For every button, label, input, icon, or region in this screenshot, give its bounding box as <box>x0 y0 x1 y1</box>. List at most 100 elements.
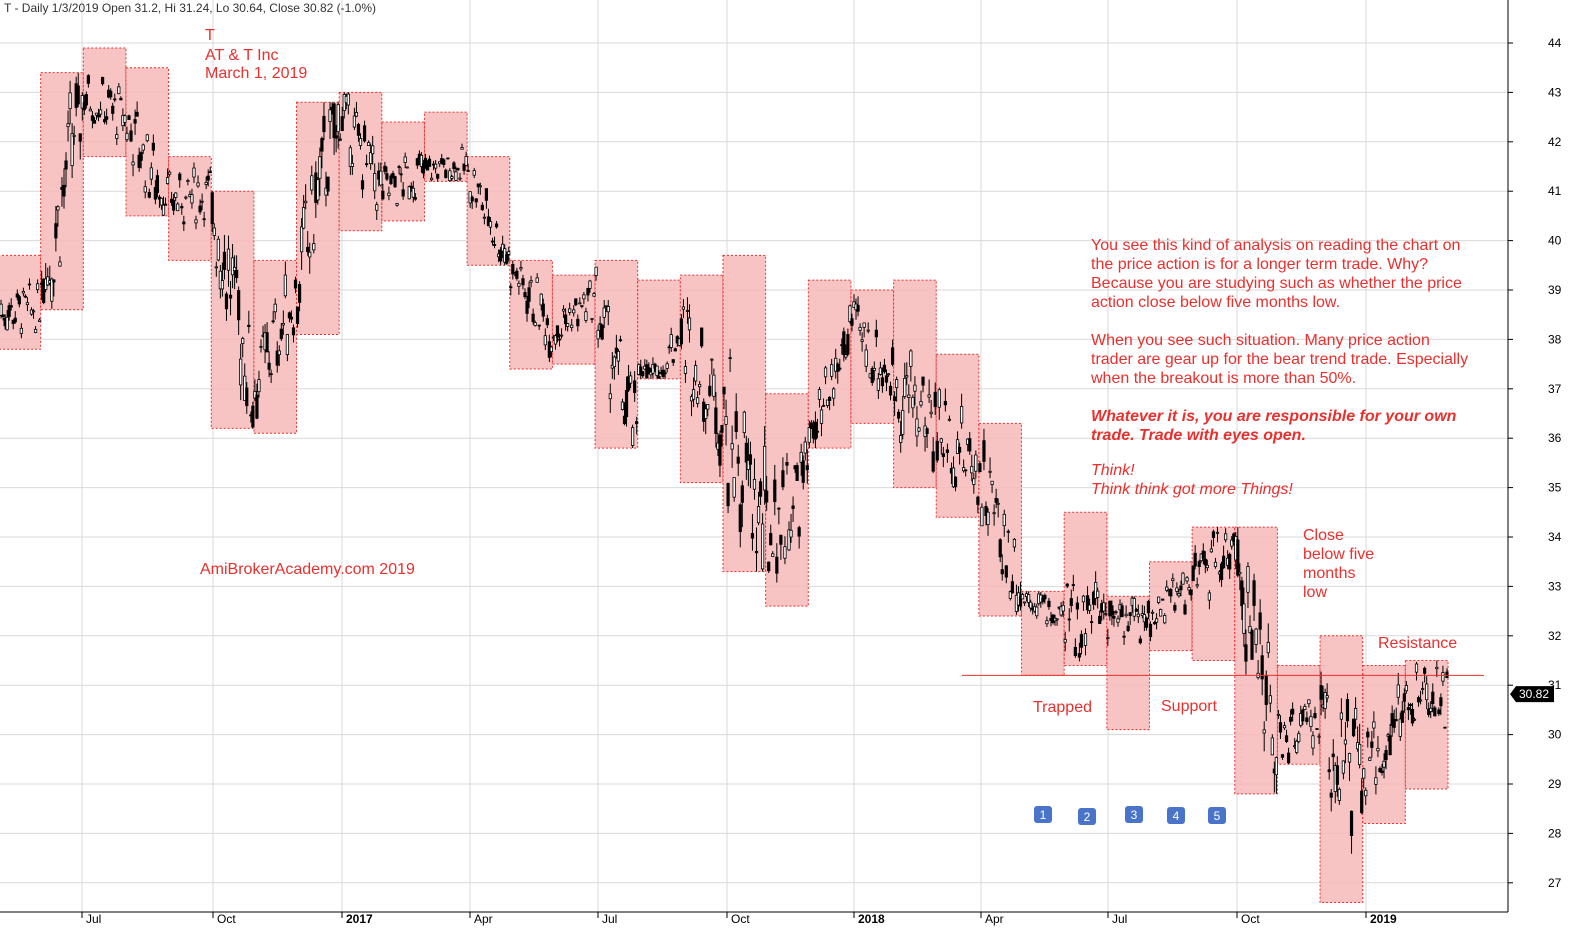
candle-body <box>1027 594 1031 603</box>
candle-body <box>226 248 231 271</box>
candle-body <box>1185 577 1189 582</box>
candle-body <box>462 163 466 171</box>
candle-body <box>1169 589 1173 597</box>
candle-body <box>1035 606 1039 617</box>
candle-body <box>915 418 919 437</box>
candle-body <box>1098 615 1102 624</box>
candle-body <box>391 173 395 178</box>
candle-body <box>295 306 300 325</box>
candle-body <box>267 362 271 370</box>
y-tick-label: 30 <box>1548 728 1562 742</box>
candle-body <box>736 456 740 464</box>
commentary-line: Think think got more Things! <box>1091 481 1293 498</box>
candle-body <box>945 449 950 453</box>
candle-body <box>123 115 127 123</box>
candle-body <box>253 391 257 399</box>
candle-body <box>651 363 655 374</box>
candle-body <box>1177 593 1181 597</box>
candle-body <box>803 441 807 454</box>
candle-body <box>1362 768 1366 779</box>
candle-body <box>590 318 594 320</box>
candle-body <box>1437 709 1441 715</box>
candle-body <box>704 408 708 419</box>
candle-body <box>657 376 661 379</box>
candle-body <box>306 246 310 252</box>
candle-body <box>509 286 513 289</box>
candle-body <box>1173 604 1177 611</box>
candle-body <box>1077 653 1082 658</box>
candle-body <box>478 185 482 188</box>
candle-body <box>275 350 279 366</box>
candle-body <box>553 335 558 345</box>
candle-body <box>1126 625 1130 632</box>
bar-marker <box>1078 808 1096 825</box>
candle-body <box>933 391 937 408</box>
candle-body <box>1018 596 1023 607</box>
candle-body <box>482 216 486 219</box>
candle-body <box>111 105 115 114</box>
candle-body <box>775 556 779 574</box>
candle-body <box>411 187 415 198</box>
y-tick-label: 35 <box>1548 481 1562 495</box>
candle-body <box>1008 591 1012 599</box>
candle-body <box>1102 602 1106 612</box>
candle-body <box>685 310 690 312</box>
candle-body <box>1150 611 1155 614</box>
y-tick-label: 39 <box>1548 283 1562 297</box>
candle-body <box>974 454 978 472</box>
x-tick-label: Oct <box>217 912 236 926</box>
candle-body <box>856 304 860 312</box>
bar-marker <box>1167 807 1185 824</box>
bar-marker-number: 1 <box>1040 808 1047 822</box>
candle-body <box>718 434 722 466</box>
candle-body <box>929 411 933 415</box>
candle-body <box>161 204 166 216</box>
x-tick-label: 2017 <box>346 912 373 926</box>
candle-body <box>393 176 397 188</box>
candle-body <box>574 298 578 306</box>
candle-body <box>460 147 464 150</box>
y-tick-label: 37 <box>1548 382 1562 396</box>
candle-body <box>594 266 598 276</box>
candle-body <box>537 324 541 327</box>
candle-body <box>1268 695 1272 704</box>
candle-body <box>1006 530 1010 533</box>
candle-body <box>490 240 495 243</box>
month-range-box <box>168 156 212 261</box>
candle-body <box>878 367 882 375</box>
candle-body <box>1209 548 1214 553</box>
candle-body <box>1089 621 1094 624</box>
candle-body <box>876 378 880 391</box>
candle-body <box>1408 704 1413 706</box>
candle-body <box>884 375 889 383</box>
candle-body <box>1404 685 1408 692</box>
candle-body <box>25 302 30 306</box>
candle-body <box>82 102 86 111</box>
candle-body <box>70 133 74 167</box>
candle-body <box>401 189 405 197</box>
candle-body <box>1104 613 1108 615</box>
candle-body <box>190 194 194 204</box>
candle-body <box>1315 728 1319 730</box>
candle-body <box>326 176 330 192</box>
candle-body <box>1061 604 1065 612</box>
candle-body <box>143 186 147 193</box>
candle-body <box>763 445 767 491</box>
candle-body <box>480 204 484 211</box>
candle-body <box>472 170 476 176</box>
candle-body <box>255 394 259 419</box>
candle-body <box>1349 810 1354 836</box>
x-tick-label: Jul <box>1112 912 1127 926</box>
candle-body <box>450 176 454 179</box>
candle-body <box>198 205 202 213</box>
candle-body <box>1303 706 1307 710</box>
candle-body <box>230 257 235 276</box>
candle-body <box>893 396 897 402</box>
candle-body <box>375 204 379 211</box>
candle-body <box>239 358 243 386</box>
candle-body <box>1429 707 1433 712</box>
candle-body <box>1262 729 1266 734</box>
candle-body <box>1311 735 1315 749</box>
support-label: Support <box>1161 698 1218 715</box>
